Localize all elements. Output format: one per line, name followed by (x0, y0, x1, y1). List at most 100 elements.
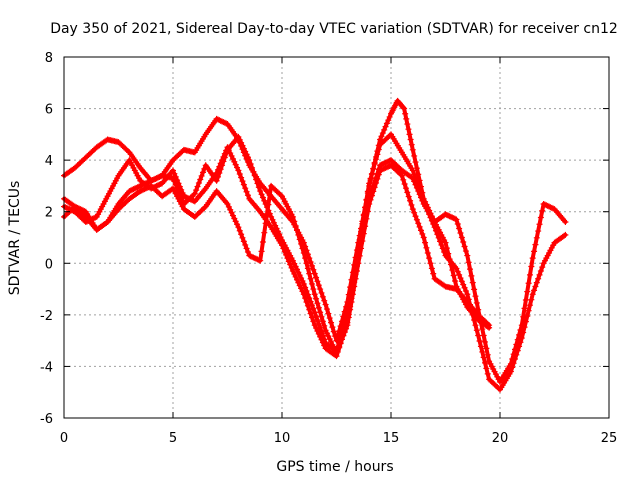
data-point-plus (356, 252, 363, 259)
data-point-plus (148, 177, 155, 184)
data-point-plus (249, 164, 256, 171)
data-point-plus (412, 159, 419, 166)
data-point-plus (73, 204, 80, 211)
data-point-plus (529, 255, 536, 262)
data-point-plus (408, 174, 415, 181)
data-point-plus (262, 220, 269, 227)
data-point-plus (77, 206, 84, 213)
data-point-plus (525, 280, 532, 287)
data-point-plus (239, 142, 246, 149)
data-point-plus (526, 302, 533, 309)
data-point-plus (458, 234, 465, 241)
data-point-plus (562, 231, 569, 238)
data-point-plus (306, 306, 313, 313)
data-point-plus (509, 364, 516, 371)
data-point-plus (453, 216, 460, 223)
data-point-plus (371, 161, 378, 168)
data-point-plus (318, 289, 325, 296)
data-point-plus (308, 314, 315, 321)
data-point-plus (428, 265, 435, 272)
data-point-plus (383, 164, 390, 171)
data-point-plus (292, 222, 299, 229)
data-point-plus (460, 239, 467, 246)
data-point-plus (249, 253, 256, 260)
data-point-plus (184, 195, 191, 202)
data-point-plus (511, 356, 518, 363)
data-point-plus (445, 250, 452, 257)
data-point-plus (520, 329, 527, 336)
data-point-plus (264, 210, 271, 217)
data-point-plus (386, 113, 393, 120)
data-point-plus (454, 268, 461, 275)
data-point-plus (424, 249, 431, 256)
data-point-plus (285, 258, 292, 265)
data-point-plus (404, 121, 411, 128)
data-point-plus (546, 203, 553, 210)
data-point-plus (225, 147, 232, 154)
data-point-plus (368, 170, 375, 177)
data-point-plus (450, 272, 457, 279)
data-point-plus (62, 204, 69, 211)
data-point-plus (313, 274, 320, 281)
data-point-plus (298, 240, 305, 247)
data-point-plus (471, 286, 478, 293)
data-point-plus (412, 213, 419, 220)
data-point-plus (247, 161, 254, 168)
data-point-plus (514, 347, 521, 354)
data-point-plus (469, 279, 476, 286)
data-point-plus (311, 270, 318, 277)
data-point-plus (468, 272, 475, 279)
data-point-plus (244, 154, 251, 161)
data-point-plus (416, 191, 423, 198)
data-point-plus (302, 255, 309, 262)
data-point-plus (472, 293, 479, 300)
data-point-plus (417, 227, 424, 234)
data-point-plus (321, 342, 328, 349)
data-point-plus (411, 171, 418, 178)
data-point-plus (283, 251, 290, 258)
data-point-plus (413, 165, 420, 172)
data-point-plus (287, 261, 294, 268)
data-point-plus (216, 163, 223, 170)
data-point-plus (314, 278, 321, 285)
data-point-plus (155, 174, 162, 181)
data-point-plus (229, 212, 236, 219)
data-point-plus (402, 185, 409, 192)
data-point-plus (366, 180, 373, 187)
x-axis-label: GPS time / hours (276, 459, 393, 475)
data-point-plus (144, 184, 151, 191)
data-point-plus (442, 239, 449, 246)
data-point-plus (402, 110, 409, 117)
data-point-plus (304, 302, 311, 309)
data-point-plus (182, 193, 189, 200)
data-point-plus (461, 284, 468, 291)
data-point-plus (265, 201, 272, 208)
data-point-plus (194, 183, 201, 190)
series-track-d (61, 162, 493, 357)
data-point-plus (548, 204, 555, 211)
data-point-plus (300, 249, 307, 256)
data-point-plus (214, 166, 221, 173)
data-point-plus (234, 221, 241, 228)
data-point-plus (235, 224, 242, 231)
data-point-plus (235, 167, 242, 174)
data-point-plus (170, 167, 176, 174)
data-point-plus (495, 385, 502, 392)
data-point-plus (142, 185, 149, 192)
data-point-plus (174, 177, 181, 184)
data-point-plus (328, 338, 335, 345)
data-point-plus (343, 325, 350, 332)
data-point-plus (201, 204, 208, 211)
data-point-plus (236, 171, 243, 178)
data-point-plus (405, 193, 412, 200)
data-point-plus (246, 252, 253, 259)
data-point-plus (383, 159, 390, 166)
data-point-plus (409, 167, 416, 174)
data-point-plus (446, 256, 453, 263)
data-point-plus (540, 200, 547, 207)
data-point-plus (84, 218, 91, 225)
data-point-plus (415, 220, 422, 227)
data-point-plus (537, 214, 544, 221)
data-point-plus (155, 182, 162, 189)
data-point-plus (289, 268, 296, 275)
